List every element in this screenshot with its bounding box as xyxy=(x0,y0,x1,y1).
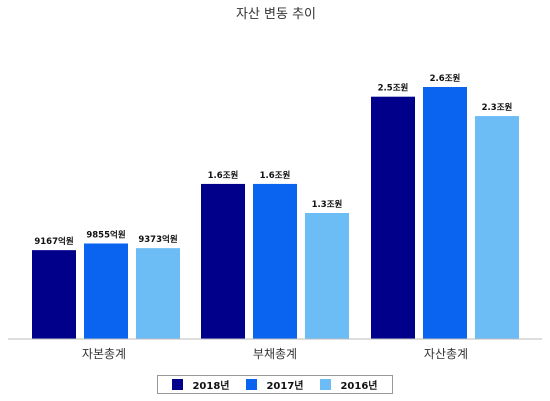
data-label-1-series-3: 9373억원 xyxy=(138,234,177,245)
data-label-3-series-3: 2.3조원 xyxy=(482,102,513,113)
bar-1-series-1 xyxy=(32,250,76,339)
legend-swatch-2 xyxy=(246,379,258,390)
category-label-2: 부채총계 xyxy=(253,347,297,361)
legend-item-2: 2017년 xyxy=(246,377,304,392)
bar-2-series-3 xyxy=(305,213,349,339)
data-label-2-series-3: 1.3조원 xyxy=(312,199,343,210)
legend-swatch-1 xyxy=(172,379,184,390)
data-label-1-series-1: 9167억원 xyxy=(34,236,73,247)
bar-2-series-2 xyxy=(253,183,297,339)
legend-item-3: 2016년 xyxy=(320,377,378,392)
bar-3-series-1 xyxy=(371,96,415,339)
bar-1-series-2 xyxy=(84,243,128,339)
legend-label-3: 2016년 xyxy=(340,381,378,392)
data-label-3-series-1: 2.5조원 xyxy=(378,83,409,94)
category-labels: 자본총계 부채총계 자산총계 xyxy=(82,347,468,361)
chart-title: 자산 변동 추이 xyxy=(236,7,316,22)
bar-1-series-3 xyxy=(136,248,180,339)
bar-2-series-1 xyxy=(201,183,245,339)
legend-item-1: 2018년 xyxy=(172,377,230,392)
data-label-1-series-2: 9855억원 xyxy=(86,229,125,240)
legend: 2018년 2017년 2016년 xyxy=(157,375,393,394)
category-label-3: 자산총계 xyxy=(424,347,468,361)
data-label-2-series-2: 1.6조원 xyxy=(260,170,291,181)
category-label-1: 자본총계 xyxy=(82,347,126,361)
bar-3-series-2 xyxy=(423,87,467,339)
bar-3-series-3 xyxy=(475,116,519,339)
data-label-3-series-2: 2.6조원 xyxy=(430,73,461,84)
bars-group: 9167억원 9855억원 9373억원 1.6조원 1.6조원 1.3조원 2.5조원 2.… xyxy=(32,73,519,339)
data-label-2-series-1: 1.6조원 xyxy=(208,170,239,181)
legend-swatch-3 xyxy=(320,379,332,390)
legend-label-2: 2017년 xyxy=(266,381,304,392)
legend-label-1: 2018년 xyxy=(192,381,230,392)
